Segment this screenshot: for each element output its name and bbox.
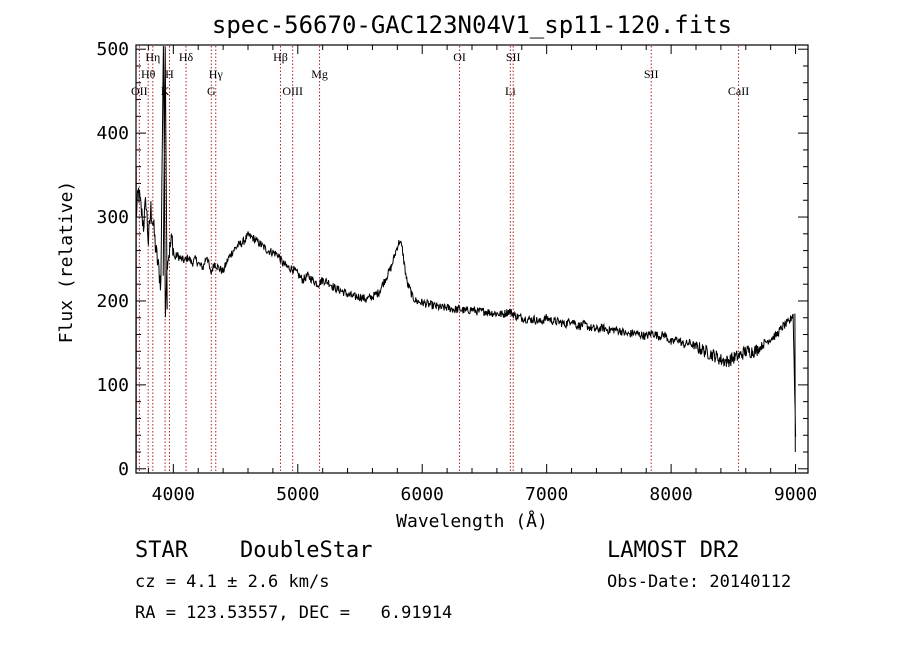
x-tick-label-4000: 4000 xyxy=(152,484,195,505)
line-label-hη: Hη xyxy=(145,50,160,64)
axis-ticks: 4000 5000 6000 7000 8000 9000 0 100 200 300 400 500 xyxy=(96,39,817,505)
y-axis-label: Flux (relative) xyxy=(56,181,77,344)
line-label-oii: OII xyxy=(131,84,148,98)
line-label-oi: OI xyxy=(453,50,466,64)
line-label-hγ: Hγ xyxy=(209,67,224,81)
x-tick-label-8000: 8000 xyxy=(649,484,692,505)
plot-frame xyxy=(135,44,809,474)
obs-date: Obs-Date: 20140112 xyxy=(607,572,792,592)
line-label-hδ: Hδ xyxy=(179,50,194,64)
survey-name: LAMOST DR2 xyxy=(607,538,740,563)
line-label-hβ: Hβ xyxy=(273,50,288,64)
line-label-sii: SII xyxy=(644,67,659,81)
y-tick-label-300: 300 xyxy=(96,207,129,228)
line-label-hθ: Hθ xyxy=(141,67,156,81)
x-tick-label-7000: 7000 xyxy=(525,484,568,505)
y-tick-label-500: 500 xyxy=(96,39,129,60)
y-tick-label-100: 100 xyxy=(96,375,129,396)
line-label-h: H xyxy=(165,67,174,81)
line-label-g: G xyxy=(207,84,216,98)
y-tick-label-400: 400 xyxy=(96,123,129,144)
ra-dec: RA = 123.53557, DEC = 6.91914 xyxy=(135,603,453,623)
y-tick-label-200: 200 xyxy=(96,291,129,312)
x-axis-label: Wavelength (Å) xyxy=(396,510,548,532)
line-label-mg: Mg xyxy=(311,67,328,81)
object-subclass: DoubleStar xyxy=(240,538,373,563)
line-label-caii: CaII xyxy=(728,84,749,98)
spectrum-line xyxy=(135,45,797,469)
y-tick-label-0: 0 xyxy=(118,459,129,480)
line-label-sii: SII xyxy=(506,50,521,64)
x-tick-label-5000: 5000 xyxy=(276,484,319,505)
cz-value: cz = 4.1 ± 2.6 km/s xyxy=(135,572,330,592)
object-class: STAR xyxy=(135,538,188,563)
x-tick-label-9000: 9000 xyxy=(774,484,817,505)
chart-title: spec-56670-GAC123N04V1_sp11-120.fits xyxy=(212,11,732,39)
x-tick-label-6000: 6000 xyxy=(401,484,444,505)
line-label-oiii: OIII xyxy=(282,84,303,98)
line-label-li: Li xyxy=(505,84,516,98)
